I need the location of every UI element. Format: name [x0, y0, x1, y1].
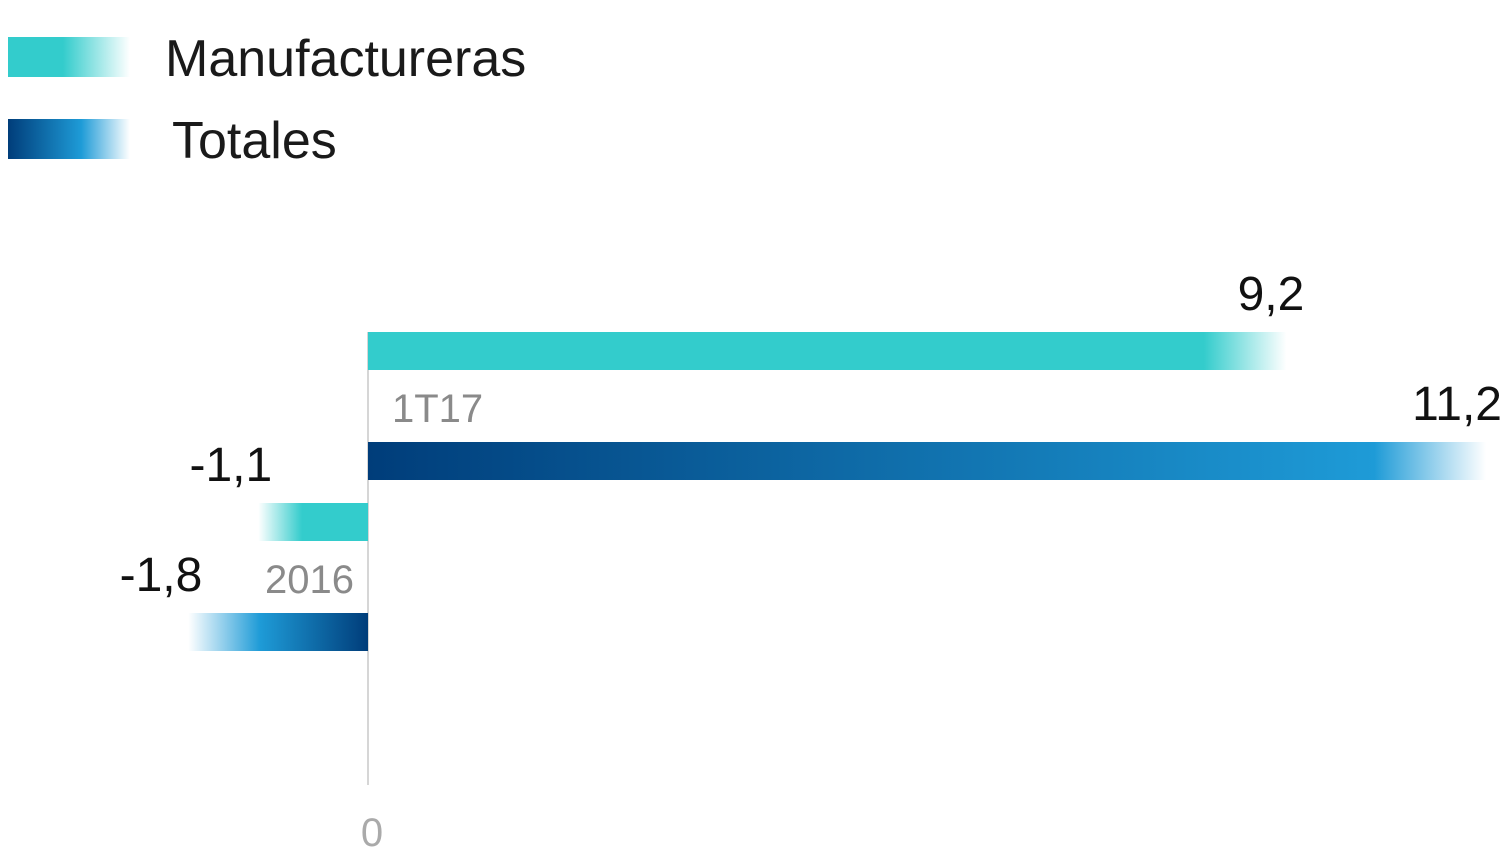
value-label-manufactureras-1t17: 9,2: [1238, 268, 1305, 321]
bar-totales-1t17: [368, 442, 1486, 480]
legend-label-manufactureras: Manufactureras: [165, 30, 526, 88]
bar-totales-2016: [188, 613, 368, 651]
bar-manufactureras-1t17: [368, 332, 1287, 370]
labels-group: 1T17 9,2 11,2 2016 -1,1 -1,8: [120, 268, 1502, 602]
category-label-1t17: 1T17: [392, 387, 483, 431]
legend-swatch-manufactureras: [8, 37, 130, 77]
x-tick-label-0: 0: [361, 811, 383, 855]
category-label-2016: 2016: [265, 558, 354, 602]
bar-manufactureras-2016: [258, 503, 368, 541]
legend-label-totales: Totales: [172, 112, 337, 170]
legend: Manufactureras Totales: [8, 30, 526, 170]
value-label-totales-2016: -1,8: [120, 549, 203, 602]
legend-swatch-totales: [8, 119, 130, 159]
value-label-totales-1t17: 11,2: [1412, 378, 1502, 431]
x-axis: 0: [361, 332, 383, 855]
value-label-manufactureras-2016: -1,1: [189, 439, 272, 492]
bars-group: [188, 332, 1486, 651]
